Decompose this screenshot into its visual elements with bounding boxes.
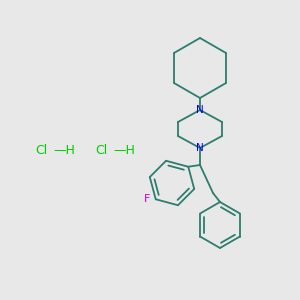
Text: F: F — [143, 194, 150, 204]
Text: N: N — [196, 105, 204, 115]
Text: N: N — [196, 143, 204, 153]
Text: Cl: Cl — [35, 143, 47, 157]
Text: —H: —H — [113, 143, 135, 157]
Text: —H: —H — [53, 143, 75, 157]
Text: Cl: Cl — [95, 143, 107, 157]
